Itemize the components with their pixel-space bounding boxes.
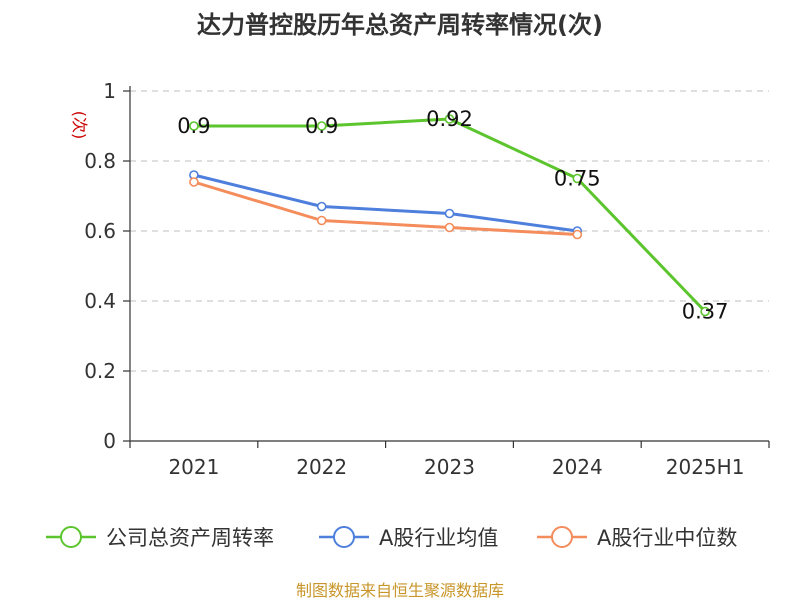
series-2-point-1 (316, 215, 327, 226)
data-label-1: 0.9 (305, 114, 338, 138)
y-tick-label-5: 1 (103, 79, 116, 103)
legend-marker-1 (333, 526, 355, 548)
legend-label-2: A股行业中位数 (597, 526, 737, 550)
x-tick-label-3: 2024 (552, 455, 603, 479)
legend-label-0: 公司总资产周转率 (106, 526, 274, 550)
y-tick-label-3: 0.6 (84, 219, 116, 243)
data-label-0: 0.9 (177, 114, 210, 138)
chart-title: 达力普控股历年总资产周转率情况(次) (197, 11, 603, 39)
series-0-point-3 (572, 173, 583, 184)
x-tick-label-0: 2021 (168, 455, 219, 479)
x-tick-label-4: 2025H1 (666, 455, 745, 479)
series-2-point-0 (189, 177, 199, 187)
series-2-point-2 (444, 222, 455, 233)
series-0-point-2 (444, 114, 455, 124)
y-tick-label-2: 0.4 (84, 289, 116, 313)
data-label-4: 0.37 (682, 300, 729, 324)
data-source: 制图数据来自恒生聚源数据库 (296, 581, 504, 600)
y-tick-label-1: 0.2 (84, 359, 116, 383)
x-tick-label-1: 2022 (296, 455, 347, 479)
data-label-2: 0.92 (426, 107, 473, 131)
series-0-point-1 (316, 121, 327, 131)
series-line-1 (193, 173, 578, 233)
legend-marker-0 (60, 526, 82, 548)
series-0-point-0 (189, 121, 199, 131)
data-label-3: 0.75 (554, 167, 601, 191)
series-line-2 (193, 180, 578, 236)
series-2-point-3 (572, 229, 583, 240)
y-tick-label-0: 0 (103, 429, 116, 453)
x-tick-label-2: 2023 (424, 455, 475, 479)
legend-label-1: A股行业均值 (379, 526, 498, 550)
y-tick-label-4: 0.8 (84, 149, 116, 173)
series-1-point-1 (316, 201, 327, 212)
y-axis-unit: (次) (70, 111, 89, 140)
legend-marker-2 (551, 526, 573, 548)
series-1-point-2 (444, 208, 455, 219)
series-0-point-4 (700, 306, 710, 317)
